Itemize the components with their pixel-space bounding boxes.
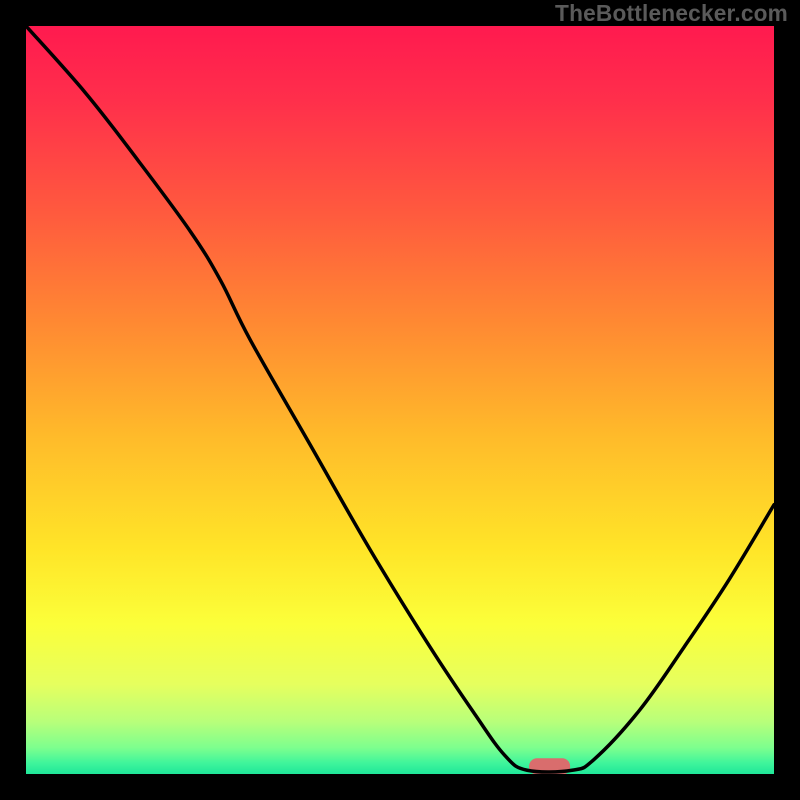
bottleneck-chart: [0, 0, 800, 800]
gradient-background: [26, 26, 774, 774]
chart-frame: TheBottlenecker.com: [0, 0, 800, 800]
